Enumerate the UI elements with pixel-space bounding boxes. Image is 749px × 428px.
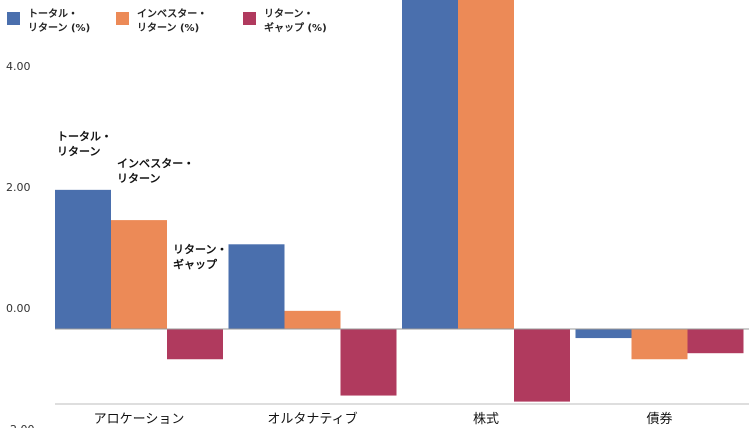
bar — [514, 329, 570, 402]
annotation-label: トータル・ — [57, 130, 112, 143]
legend-label: リターン・ — [264, 8, 314, 20]
y-tick-label: 0.00 — [6, 302, 31, 315]
bar — [631, 329, 688, 360]
x-axis: アロケーション オルタナティブ 株式 債券 — [55, 328, 749, 427]
bar — [111, 220, 167, 329]
bars — [55, 0, 744, 402]
bar — [228, 244, 285, 329]
bar — [687, 329, 744, 354]
legend-label: ギャップ (%) — [264, 21, 327, 34]
legend-label: インベスター・ — [137, 8, 207, 20]
annotation-label: リターン — [57, 145, 100, 158]
annotation-label: ギャップ — [173, 257, 218, 271]
legend: トータル・リターン (%)インベスター・リターン (%)リターン・ギャップ (%… — [7, 8, 327, 34]
bar — [575, 329, 632, 339]
y-axis: 8.006.004.002.000.00-2.00 — [6, 60, 34, 428]
bar — [167, 329, 223, 360]
y-tick-label: 4.00 — [6, 60, 31, 73]
bar — [458, 0, 514, 329]
legend-label: トータル・ — [28, 8, 78, 20]
x-tick-label: オルタナティブ — [267, 411, 357, 427]
legend-swatch — [243, 12, 256, 25]
annotation-label: リターン・ — [173, 243, 227, 256]
y-tick-label: 2.00 — [6, 181, 31, 194]
bar — [55, 189, 111, 329]
x-tick-label: 株式 — [473, 412, 499, 427]
bar — [402, 0, 458, 329]
annotation-label: リターン — [117, 172, 160, 185]
legend-label: リターン (%) — [137, 22, 199, 34]
bar — [340, 329, 397, 396]
legend-swatch — [7, 12, 20, 25]
y-tick-label: -2.00 — [6, 423, 34, 428]
x-tick-label: アロケーション — [94, 412, 185, 427]
legend-swatch — [116, 12, 129, 25]
bar — [284, 310, 341, 329]
x-tick-label: 債券 — [646, 411, 672, 427]
annotation-label: インベスター・ — [117, 157, 194, 170]
legend-label: リターン (%) — [28, 22, 90, 34]
